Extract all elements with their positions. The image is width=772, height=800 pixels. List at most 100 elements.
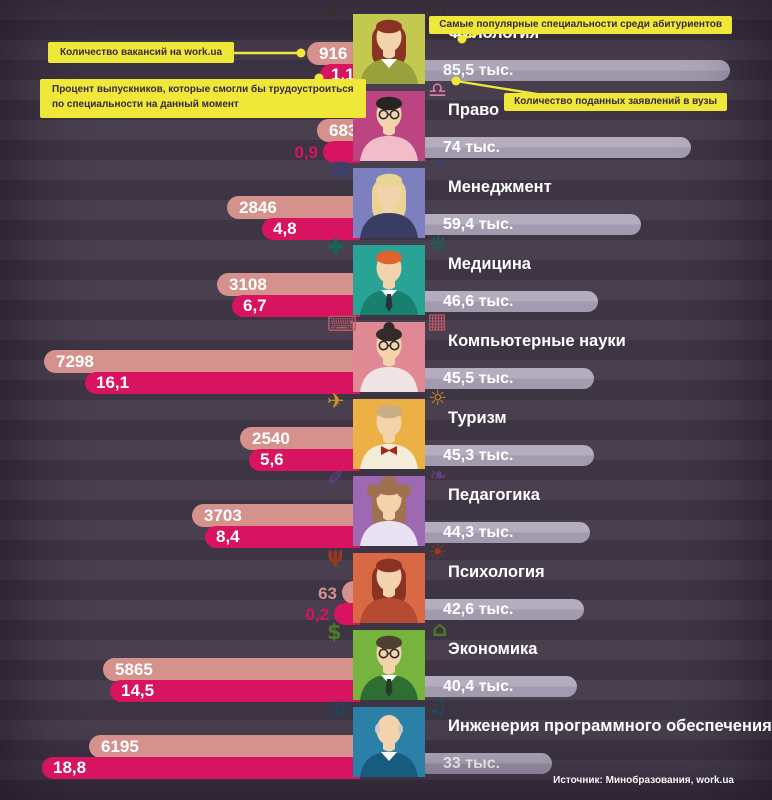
vacancies-bar: 916 xyxy=(307,42,360,65)
row-6: 45,3 тыс. 2540 5,6 ✈ ☼ Туризм xyxy=(0,385,772,471)
percent-bar: 14,5 xyxy=(110,680,360,702)
monitor-icon: ▦ xyxy=(427,309,447,333)
vacancies-value: 2540 xyxy=(252,429,290,448)
medical-cross-icon: ✚ xyxy=(327,235,345,259)
applications-bar: 45,3 тыс. xyxy=(420,445,594,466)
applications-bar: 45,5 тыс. xyxy=(420,368,594,389)
vacancies-bar: 3108 xyxy=(217,273,360,296)
vacancies-value: 63 xyxy=(318,584,337,603)
airplane-icon: ✈ xyxy=(327,389,345,413)
applications-bar: 40,4 тыс. xyxy=(420,676,577,697)
applications-value: 40,4 тыс. xyxy=(443,678,514,695)
percent-value: 6,7 xyxy=(243,296,267,315)
sun-icon: ☀ xyxy=(428,540,447,564)
applications-value: 74 тыс. xyxy=(443,139,501,156)
palm-sun-icon: ☼ xyxy=(428,386,447,410)
applications-bar: 74 тыс. xyxy=(420,137,691,158)
phone-icon: ☎ xyxy=(327,158,354,182)
vacancies-bar: 683 xyxy=(317,119,360,142)
pencil-icon: ✎ xyxy=(327,4,345,28)
percent-value: 0,9 xyxy=(294,143,318,162)
vacancies-bar: 7298 xyxy=(44,350,360,373)
row-7: 44,3 тыс. 3703 8,4 ✐ ❧ Педагогика xyxy=(0,462,772,548)
specialty-title: Психология xyxy=(448,563,545,581)
vacancies-value: 916 xyxy=(319,44,348,63)
laptop-icon: ♫ xyxy=(428,694,447,718)
applications-value: 42,6 тыс. xyxy=(443,601,514,618)
applications-value: 85,5 тыс. xyxy=(443,62,514,79)
vacancies-value: 3703 xyxy=(204,506,242,525)
legend-applications: Количество поданных заявлений в вузы xyxy=(504,93,727,111)
specialty-title: Медицина xyxy=(448,255,531,273)
vacancies-bar: 2540 xyxy=(240,427,360,450)
applications-bar: 44,3 тыс. xyxy=(420,522,590,543)
avatar-short: ✈ ☼ xyxy=(327,388,447,469)
vacancies-bar: 6195 xyxy=(89,735,360,758)
graduation-cap-icon: ✐ xyxy=(327,466,345,490)
percent-value: 16,1 xyxy=(96,373,130,392)
vacancies-value: 2846 xyxy=(239,198,277,217)
applications-bar: 59,4 тыс. xyxy=(420,214,641,235)
avatar-long: ☎ ❝ xyxy=(327,157,447,238)
applications-value: 45,3 тыс. xyxy=(443,447,514,464)
vacancies-bar: 5865 xyxy=(103,658,360,681)
applications-value: 45,5 тыс. xyxy=(443,370,514,387)
percent-value: 8,4 xyxy=(216,527,240,546)
legend-percent-line2: по специальности на данный момент xyxy=(52,99,239,110)
vacancies-value: 7298 xyxy=(56,352,94,371)
specialty-title: Право xyxy=(448,101,500,119)
avatar-short: ✚ ❊ xyxy=(327,234,447,315)
percent-bar: 5,6 xyxy=(249,449,360,471)
specialty-title: Туризм xyxy=(448,409,507,427)
scales-icon: ♎ xyxy=(428,78,447,102)
applications-value: 59,4 тыс. xyxy=(443,216,514,233)
vacancies-bar: 2846 xyxy=(227,196,360,219)
legend-vacancies: Количество вакансий на work.ua xyxy=(48,42,235,63)
applications-value: 46,6 тыс. xyxy=(443,293,514,310)
percent-bar: 6,7 xyxy=(232,295,360,317)
bank-icon: ⌂ xyxy=(431,617,447,641)
avatar-bald: ☏ ♫ xyxy=(327,696,447,777)
legend-popular: Самые популярные специальности среди аби… xyxy=(429,16,732,34)
percent-bar xyxy=(323,141,360,163)
applications-bar: 85,5 тыс. xyxy=(420,60,730,81)
percent-bar: 4,8 xyxy=(262,218,360,240)
specialty-title: Инженерия программного обеспечения xyxy=(448,717,772,735)
applications-bar: 42,6 тыс. xyxy=(420,599,584,620)
percent-value: 5,6 xyxy=(260,450,284,469)
vacancies-bar: 3703 xyxy=(192,504,360,527)
applications-bar: 46,6 тыс. xyxy=(420,291,598,312)
psi-icon: ψ xyxy=(327,543,344,567)
vacancies-value: 5865 xyxy=(115,660,153,679)
row-10: 33 тыс. 6195 18,8 ☏ ♫ Инженерия программно… xyxy=(0,693,772,779)
percent-value: 4,8 xyxy=(273,219,297,238)
legend-percent: Процент выпускников, которые смогли бы т… xyxy=(40,79,366,118)
dollar-icon: $ xyxy=(327,620,342,644)
applications-value: 44,3 тыс. xyxy=(443,524,514,541)
vacancies-value: 683 xyxy=(329,121,358,140)
row-3: 59,4 тыс. 2846 4,8 ☎ ❝ Менеджмент xyxy=(0,154,772,240)
specialty-title: Компьютерные науки xyxy=(448,332,626,350)
avatar-short: $ ⌂ xyxy=(327,619,447,700)
percent-value: 18,8 xyxy=(53,758,87,777)
applications-value: 33 тыс. xyxy=(443,755,501,772)
percent-bar: 16,1 xyxy=(85,372,360,394)
books-icon: ❧ xyxy=(429,463,447,487)
vacancies-value: 6195 xyxy=(101,737,139,756)
percent-value: 14,5 xyxy=(121,681,155,700)
headset-icon: ☏ xyxy=(327,697,354,721)
row-8: 42,6 тыс. 63 0,2 ψ ☀ Психология xyxy=(0,539,772,625)
legend-percent-line1: Процент выпускников, которые смогли бы т… xyxy=(52,84,354,95)
keyboard-icon: ⌨ xyxy=(327,312,358,336)
row-5: 45,5 тыс. 7298 16,1 ⌨ ▦ Компьютерные науки xyxy=(0,308,772,394)
specialty-title: Менеджмент xyxy=(448,178,552,196)
atom-icon: ❊ xyxy=(429,232,447,256)
avatar-bun: ⌨ ▦ xyxy=(327,311,447,392)
percent-bar: 18,8 xyxy=(42,757,360,779)
specialty-title: Экономика xyxy=(448,640,538,658)
source-note: Источник: Минобразования, work.ua xyxy=(553,775,734,786)
percent-bar: 8,4 xyxy=(205,526,360,548)
avatar-curly: ✐ ❧ xyxy=(327,465,447,546)
